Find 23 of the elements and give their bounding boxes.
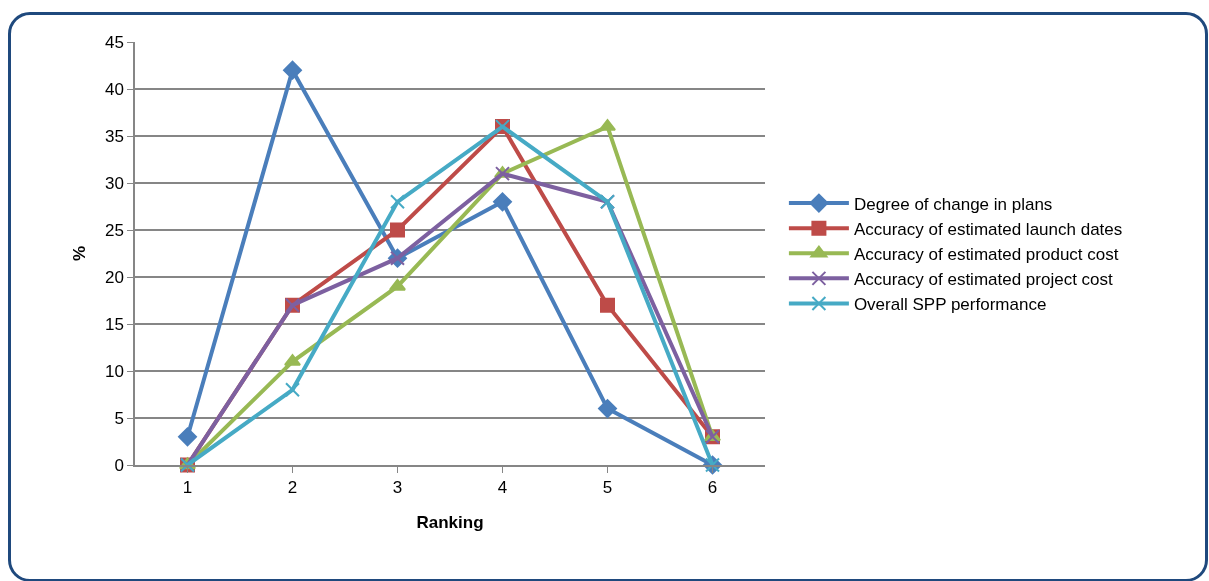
y-axis-title: %: [69, 245, 89, 262]
x-tick-label: 4: [497, 478, 508, 498]
y-tick-label: 10: [104, 361, 124, 381]
y-tick-label: 45: [104, 32, 124, 52]
y-tick-label: 30: [104, 173, 124, 193]
y-tick-label: 25: [104, 220, 124, 240]
x-tick-label: 2: [287, 478, 298, 498]
x-tick-label: 1: [182, 478, 193, 498]
y-tick-label: 5: [114, 408, 124, 428]
x-tick-label: 6: [707, 478, 718, 498]
x-tick-label: 3: [392, 478, 403, 498]
y-tick-label: 35: [104, 126, 124, 146]
x-axis-title: Ranking: [416, 513, 484, 533]
y-tick-label: 40: [104, 79, 124, 99]
legend-label: Accuracy of estimated product cost: [853, 244, 1119, 264]
legend-label: Accuracy of estimated launch dates: [853, 219, 1123, 239]
legend-label: Degree of change in plans: [853, 194, 1053, 214]
legend-label: Accuracy of estimated project cost: [853, 269, 1114, 289]
x-tick-label: 5: [602, 478, 613, 498]
legend-label: Overall SPP performance: [853, 295, 1047, 315]
y-tick-label: 15: [104, 314, 124, 334]
y-tick-label: 0: [114, 455, 124, 475]
y-tick-label: 20: [104, 267, 124, 287]
